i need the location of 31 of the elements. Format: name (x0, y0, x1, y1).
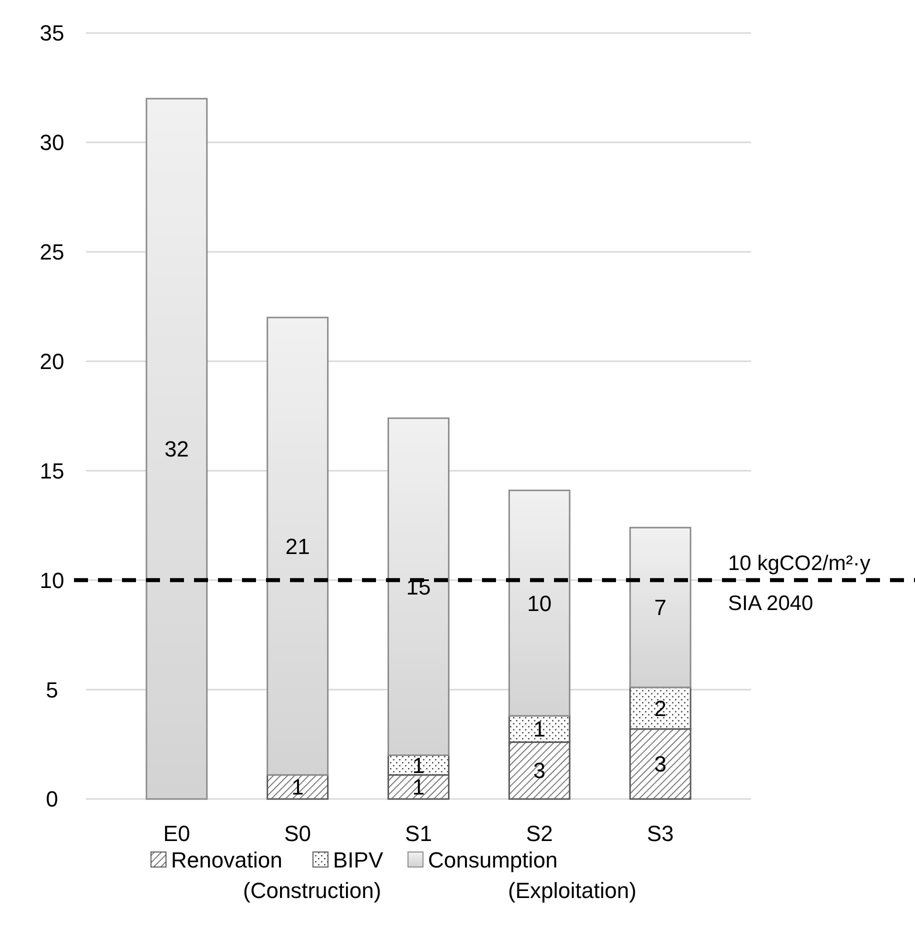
y-tick-label: 25 (40, 240, 64, 265)
bar (266, 316, 329, 776)
data-label: 1 (412, 752, 425, 778)
data-label: 10 (527, 590, 552, 616)
bar (146, 98, 208, 800)
data-label: 7 (654, 595, 666, 620)
y-tick-label: 10 (40, 568, 64, 593)
ref-line-label: 10 kgCO2/m²·y SIA 2040 (728, 552, 871, 616)
data-label: 32 (164, 436, 189, 462)
x-tick-label: S0 (284, 821, 312, 846)
x-tick-label: S1 (405, 821, 432, 846)
text: (Construction) (243, 878, 382, 903)
bar (629, 526, 692, 688)
data-label: 2 (654, 696, 666, 721)
y-tick-label: 35 (40, 20, 64, 46)
x-tick-label: S3 (646, 821, 674, 846)
legend-label: BIPV (333, 848, 384, 873)
data-label: 21 (285, 534, 310, 559)
legend-label: Renovation (171, 848, 282, 873)
bar (508, 490, 570, 717)
y-tick-label: 30 (40, 130, 64, 156)
x-tick-label: S2 (526, 821, 553, 846)
data-label: 1 (533, 716, 546, 742)
y-tick-label: 20 (40, 348, 64, 374)
x-tick-label: E0 (163, 821, 190, 846)
y-tick-label: 0 (46, 786, 58, 812)
y-tick-label: 15 (40, 458, 64, 484)
text: (Exploitation) (508, 878, 636, 903)
legend-label: Consumption (428, 848, 558, 873)
bar (388, 417, 450, 756)
y-tick-label: 5 (46, 677, 58, 702)
